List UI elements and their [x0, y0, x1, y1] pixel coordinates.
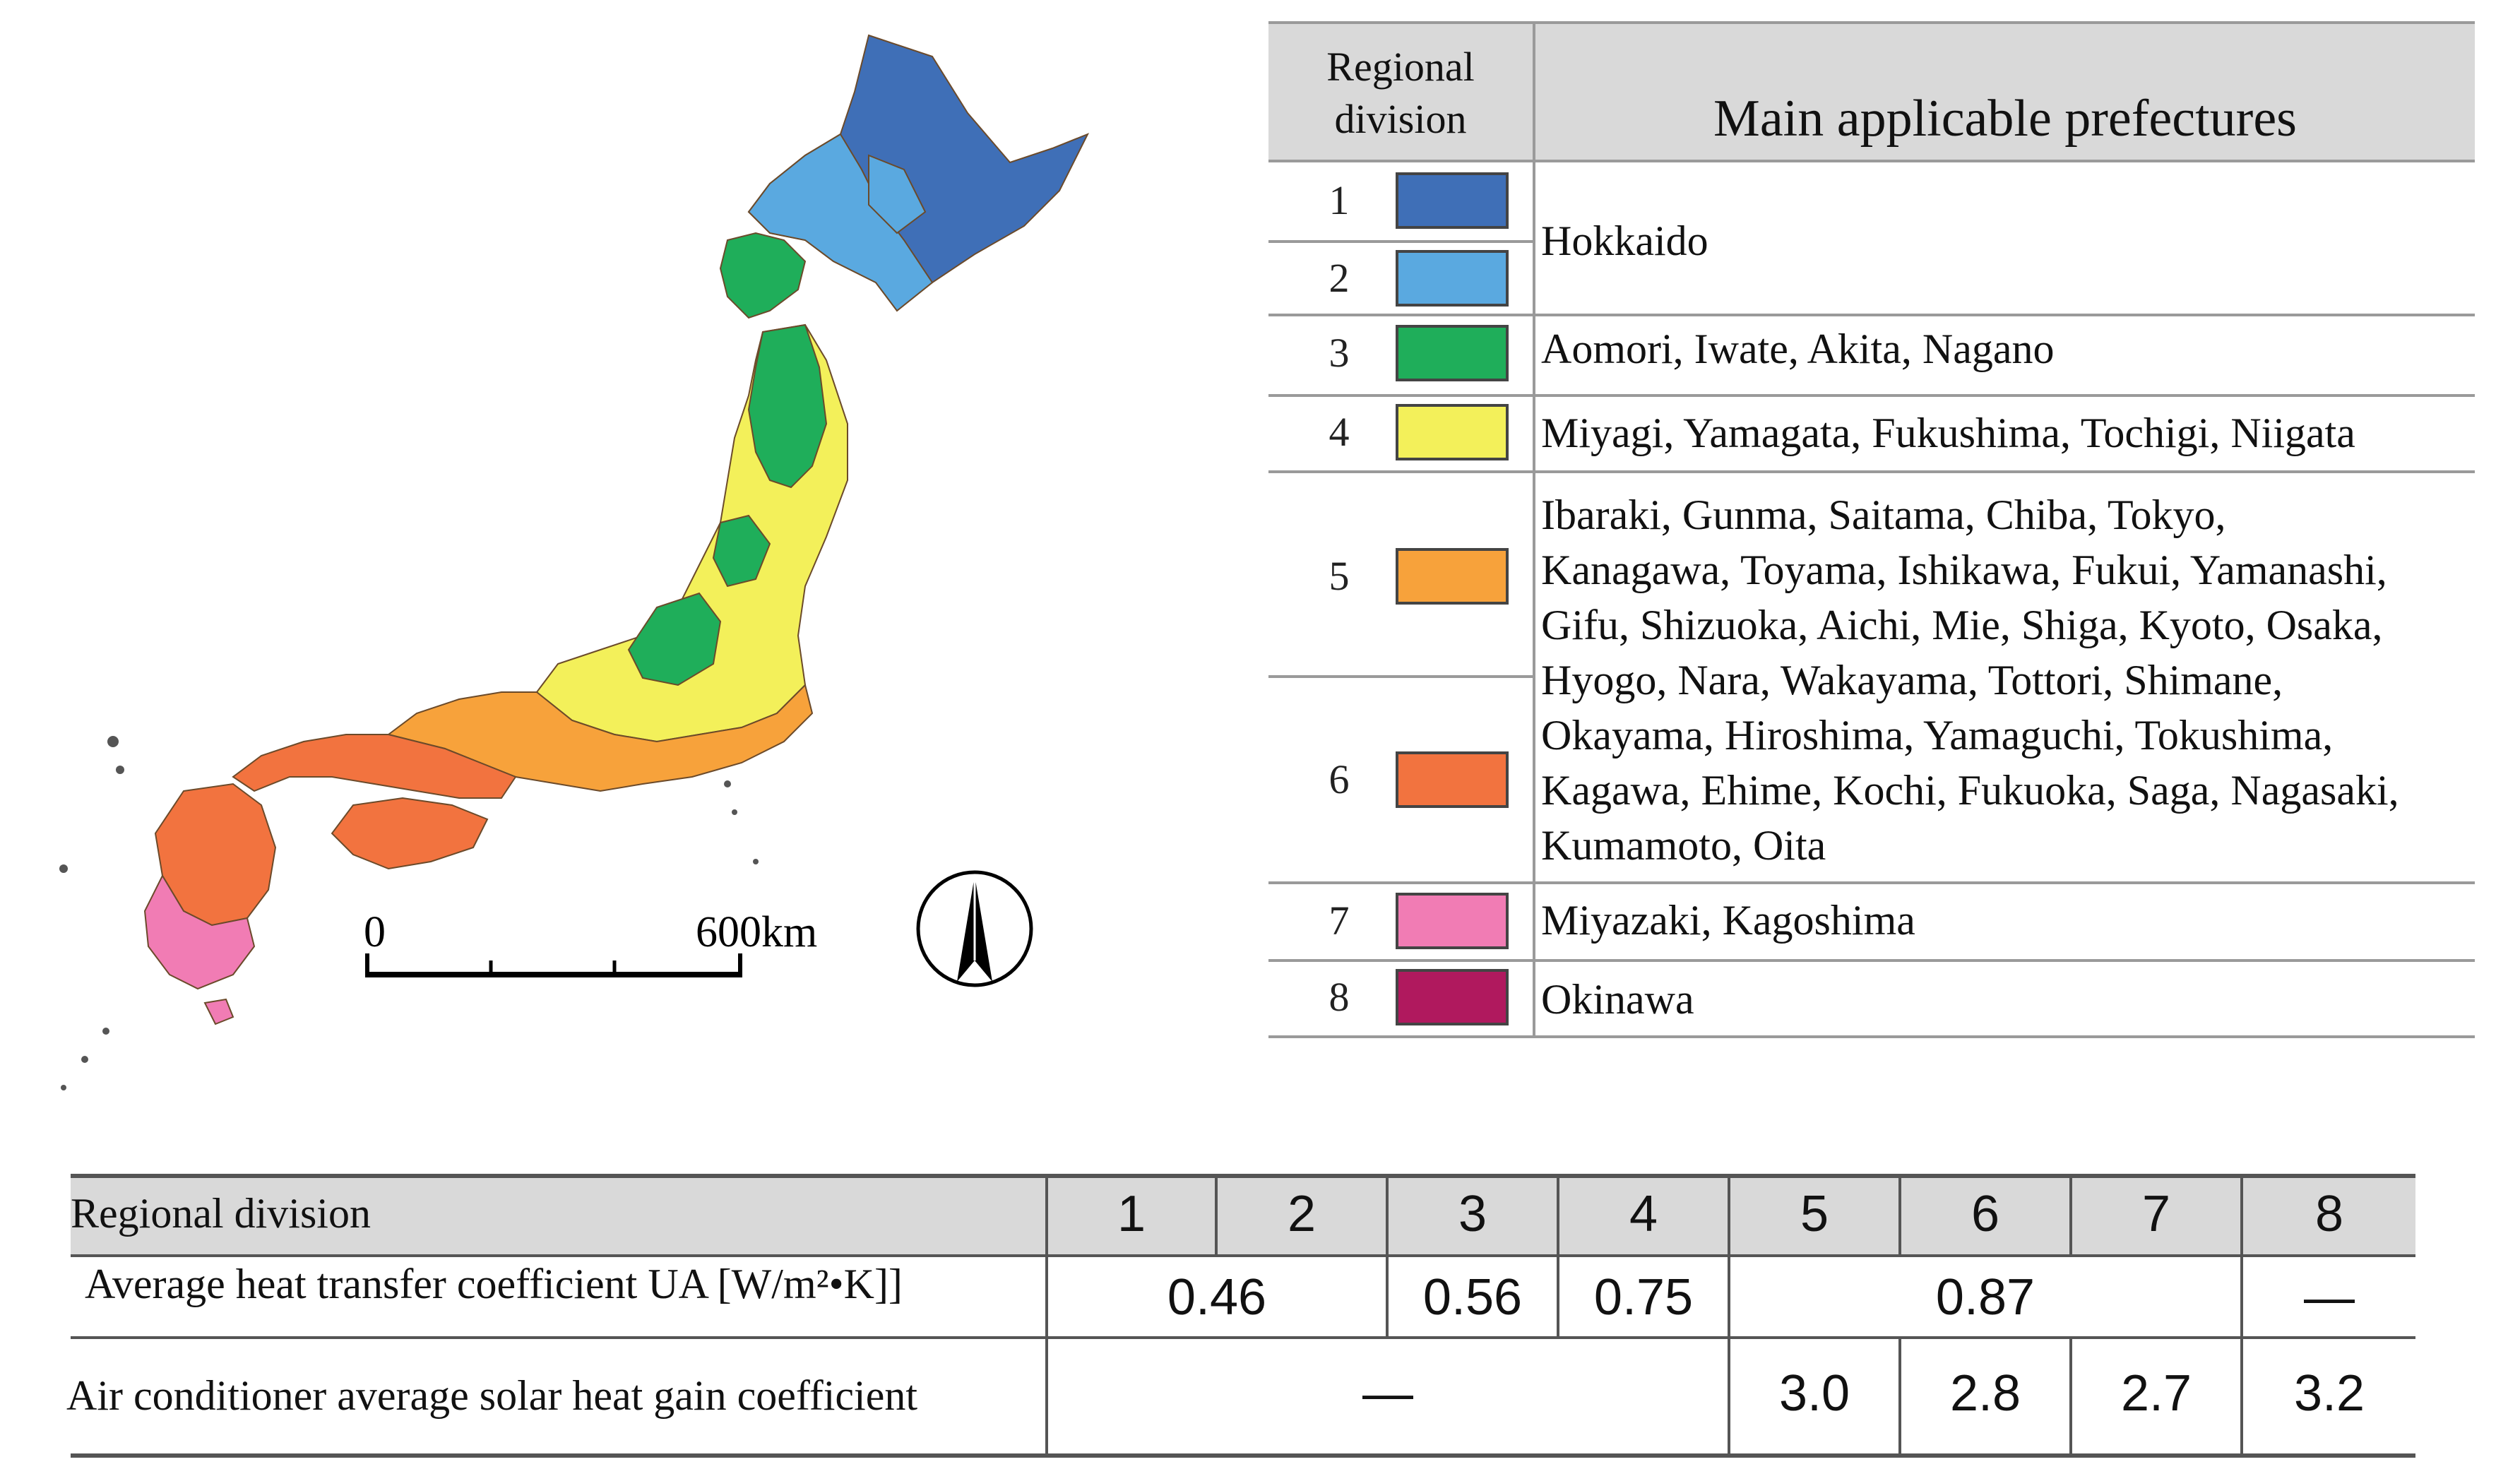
legend-header-prefectures: Main applicable prefectures	[1713, 90, 2297, 148]
legend-row-4-number: 4	[1329, 409, 1350, 455]
scale-label-end: 600km	[696, 908, 817, 956]
legend-row-7-number: 7	[1329, 898, 1350, 944]
legend-row-3-swatch	[1396, 325, 1509, 381]
honshu-island	[232, 323, 848, 799]
legend-row-1-number: 1	[1329, 177, 1350, 223]
ua-header-label: Regional division	[71, 1190, 371, 1237]
prefectures-region-3: Aomori, Iwate, Akita, Nagano	[1541, 326, 2055, 372]
prefectures-region-1-2: Hokkaido	[1541, 218, 1708, 264]
eta-value-div-6: 2.8	[1949, 1365, 2021, 1422]
ua-table-header-background	[71, 1174, 2415, 1256]
small-island	[61, 1085, 66, 1090]
eta-value-div-7: 2.7	[2120, 1365, 2192, 1422]
ua-division-6: 6	[1971, 1186, 2000, 1242]
hokkaido-island	[719, 34, 1090, 319]
small-island	[116, 766, 124, 774]
eta-value-div-8: 3.2	[2293, 1365, 2365, 1422]
legend-row-2-swatch	[1396, 250, 1509, 307]
legend-row-8-swatch	[1396, 969, 1509, 1025]
ua-division-8: 8	[2314, 1186, 2344, 1242]
map-region-6-honshu-west	[232, 734, 517, 799]
legend-header-division: Regional division	[1326, 44, 1475, 142]
small-island	[102, 1028, 109, 1035]
legend-row-1-swatch	[1396, 172, 1509, 229]
map-region-3-tohoku	[747, 323, 828, 489]
map-region-7-kyushu-south	[143, 874, 256, 990]
legend-row-6-swatch	[1396, 751, 1509, 808]
eta-value-div-1-4: —	[1362, 1365, 1413, 1422]
small-island	[59, 864, 68, 873]
north-arrow-icon	[916, 870, 1033, 987]
japan-climate-zone-map: 0 600km	[59, 34, 1090, 1090]
legend-row-5-swatch	[1396, 548, 1509, 605]
ua-row2-label: Air conditioner average solar heat gain …	[66, 1372, 918, 1419]
legend-header-background	[1268, 21, 2475, 160]
eta-value-div-5: 3.0	[1778, 1365, 1850, 1422]
map-region-3-nagano	[627, 592, 722, 686]
ua-value-div-8: —	[2304, 1269, 2355, 1326]
ua-coefficient-table: Regional division Average heat transfer …	[66, 1174, 2415, 1459]
ua-division-3: 3	[1458, 1186, 1487, 1242]
map-region-3-central	[712, 514, 771, 588]
ua-division-2: 2	[1287, 1186, 1317, 1242]
small-island	[753, 859, 759, 864]
map-region-2-interior	[868, 154, 927, 234]
map-region-2	[747, 133, 934, 312]
legend-row-7-swatch	[1396, 893, 1509, 949]
ua-value-div-4: 0.75	[1593, 1269, 1694, 1326]
legend-row-5-number: 5	[1329, 553, 1350, 599]
scale-label-start: 0	[364, 908, 386, 956]
small-island	[732, 809, 737, 815]
prefectures-region-7: Miyazaki, Kagoshima	[1541, 897, 1915, 944]
small-island	[81, 1056, 88, 1063]
legend-row-4-swatch	[1396, 404, 1509, 460]
regional-division-legend: Regional division Main applicable prefec…	[1268, 21, 2475, 1038]
prefectures-region-8: Okinawa	[1541, 976, 1694, 1023]
ua-division-7: 7	[2141, 1186, 2171, 1242]
prefectures-region-5-6: Ibaraki, Gunma, Saitama, Chiba, Tokyo, K…	[1541, 492, 2399, 869]
legend-row-3-number: 3	[1329, 330, 1350, 376]
ua-value-div-3: 0.56	[1422, 1269, 1523, 1326]
small-island	[724, 780, 731, 787]
ua-value-div-1-2: 0.46	[1167, 1269, 1267, 1326]
kyushu-island	[143, 783, 277, 1025]
shikoku-island	[331, 797, 489, 870]
map-region-5-honshu	[386, 684, 814, 792]
map-scale-bar: 0 600km	[364, 908, 817, 977]
legend-row-6-number: 6	[1329, 756, 1350, 802]
small-island	[107, 736, 119, 747]
map-region-3-hokkaido-south	[719, 232, 807, 319]
map-region-7-island	[203, 998, 234, 1025]
ua-division-5: 5	[1800, 1186, 1829, 1242]
ua-row1-label: Average heat transfer coefficient UA [W/…	[85, 1261, 903, 1307]
legend-row-2-number: 2	[1329, 255, 1350, 301]
legend-row-8-number: 8	[1329, 974, 1350, 1020]
ua-value-div-5-7: 0.87	[1935, 1269, 2035, 1326]
ua-division-1: 1	[1117, 1186, 1146, 1242]
ua-division-4: 4	[1629, 1186, 1658, 1242]
prefectures-region-4: Miyagi, Yamagata, Fukushima, Tochigi, Ni…	[1541, 410, 2355, 456]
